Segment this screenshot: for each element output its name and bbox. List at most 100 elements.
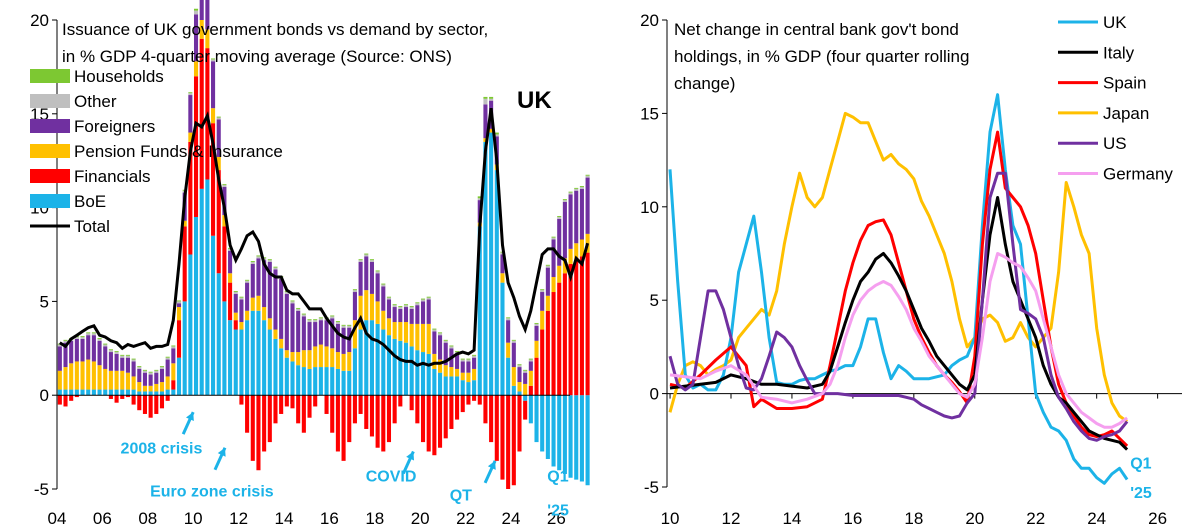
bar-segment-foreigners	[142, 372, 148, 386]
bar-segment-pension	[176, 307, 182, 321]
bar-segment-foreigners	[420, 301, 426, 324]
bar-segment-foreigners	[63, 342, 68, 368]
bar-segment-financials	[528, 385, 533, 396]
bar-segment-pension	[171, 363, 176, 381]
bar-segment-foreigners	[392, 307, 397, 323]
bar-segment-foreigners	[267, 262, 272, 319]
bar-segment-pension	[386, 318, 392, 336]
bar-segment-boe	[131, 389, 136, 396]
bar-segment-other	[369, 260, 374, 263]
bar-segment-boe	[284, 357, 289, 396]
bar-segment-other	[523, 370, 528, 373]
bar-segment-pension	[511, 367, 516, 386]
bar-segment-foreigners	[358, 262, 363, 296]
bar-segment-households	[347, 324, 352, 326]
bar-segment-boe	[579, 395, 584, 482]
bar-segment-foreigners	[216, 119, 221, 157]
right-annotations: Q1 '25	[1130, 455, 1152, 502]
bar-segment-financials	[415, 395, 420, 424]
bar-segment-other	[165, 357, 170, 360]
bar-segment-foreigners	[284, 293, 289, 351]
left-x-tick-label: 20	[411, 509, 430, 528]
bar-segment-financials	[284, 395, 289, 407]
bar-segment-other	[449, 346, 454, 349]
bar-segment-pension	[398, 322, 403, 341]
bar-segment-households	[154, 369, 159, 371]
bar-segment-boe	[188, 254, 193, 396]
legend-label-us: US	[1103, 134, 1127, 153]
bar-segment-boe	[364, 320, 369, 396]
bar-segment-foreigners	[557, 218, 562, 266]
bar-segment-other	[57, 344, 62, 347]
bar-segment-boe	[551, 395, 556, 467]
bar-segment-financials	[432, 395, 437, 456]
right-x-tick-label: 24	[1087, 509, 1106, 528]
bar-segment-other	[398, 307, 403, 309]
bar-segment-boe	[494, 170, 499, 396]
right-x-tick-label: 10	[661, 509, 680, 528]
bar-segment-households	[176, 300, 182, 302]
bar-segment-other	[409, 307, 414, 309]
bar-segment-financials	[239, 395, 244, 405]
bar-segment-households	[256, 255, 261, 257]
bar-segment-boe	[369, 320, 374, 396]
bar-segment-financials	[398, 395, 403, 407]
legend-swatch-pension	[30, 144, 70, 158]
bar-segment-boe	[97, 389, 102, 396]
bar-segment-boe	[420, 352, 426, 396]
legend-label-total: Total	[74, 217, 110, 236]
bar-segment-pension	[267, 318, 272, 330]
bar-segment-financials	[256, 395, 261, 471]
legend-label-spain: Spain	[1103, 74, 1146, 93]
bar-segment-households	[63, 339, 68, 341]
bar-segment-foreigners	[574, 190, 579, 244]
series-line-italy	[669, 196, 1129, 451]
bar-segment-boe	[352, 348, 357, 396]
bar-segment-other	[506, 318, 511, 321]
bar-segment-households	[364, 253, 369, 255]
bar-segment-boe	[386, 335, 392, 396]
bar-segment-foreigners	[341, 327, 346, 354]
left-x-tick-label: 16	[320, 509, 339, 528]
bar-segment-pension	[307, 350, 312, 369]
bar-segment-foreigners	[301, 316, 306, 351]
annotation-label: Euro zone crisis	[150, 484, 274, 501]
right-y-tick-label: 20	[640, 11, 659, 30]
bar-segment-financials	[250, 395, 255, 461]
bar-segment-other	[142, 370, 148, 373]
bar-segment-households	[159, 366, 165, 368]
bar-segment-households	[438, 332, 443, 334]
bar-segment-foreigners	[455, 353, 460, 369]
bar-segment-financials	[296, 395, 301, 424]
left-x-tick-label: 26	[547, 509, 566, 528]
bar-segment-foreigners	[154, 372, 159, 384]
bar-segment-boe	[540, 395, 545, 452]
series-line-uk	[668, 93, 1129, 485]
bar-segment-households	[585, 174, 590, 176]
left-x-tick-label: 18	[365, 509, 384, 528]
bar-segment-boe	[545, 395, 550, 459]
bar-segment-boe	[398, 340, 403, 396]
bar-segment-other	[403, 305, 409, 308]
bar-segment-foreigners	[108, 352, 113, 371]
bar-segment-households	[148, 371, 153, 373]
bar-segment-pension	[239, 322, 244, 330]
bar-segment-financials	[392, 395, 397, 424]
bar-segment-boe	[114, 389, 119, 396]
bar-segment-foreigners	[114, 353, 119, 371]
bar-segment-boe	[426, 353, 431, 396]
bar-segment-financials	[540, 329, 545, 396]
bar-segment-foreigners	[80, 338, 85, 362]
annotation-arrowhead	[406, 451, 415, 461]
legend-label-uk: UK	[1103, 13, 1127, 32]
bar-segment-foreigners	[568, 194, 573, 249]
bar-segment-households	[574, 187, 579, 189]
bar-segment-financials	[449, 395, 454, 429]
bar-segment-pension	[506, 342, 511, 358]
bar-segment-boe	[165, 389, 170, 396]
bar-segment-foreigners	[228, 250, 233, 274]
right-lines	[668, 93, 1129, 485]
left-y-tick-label: 0	[40, 386, 49, 405]
bar-segment-pension	[449, 367, 454, 377]
right-y-tick-label: 15	[640, 104, 659, 123]
